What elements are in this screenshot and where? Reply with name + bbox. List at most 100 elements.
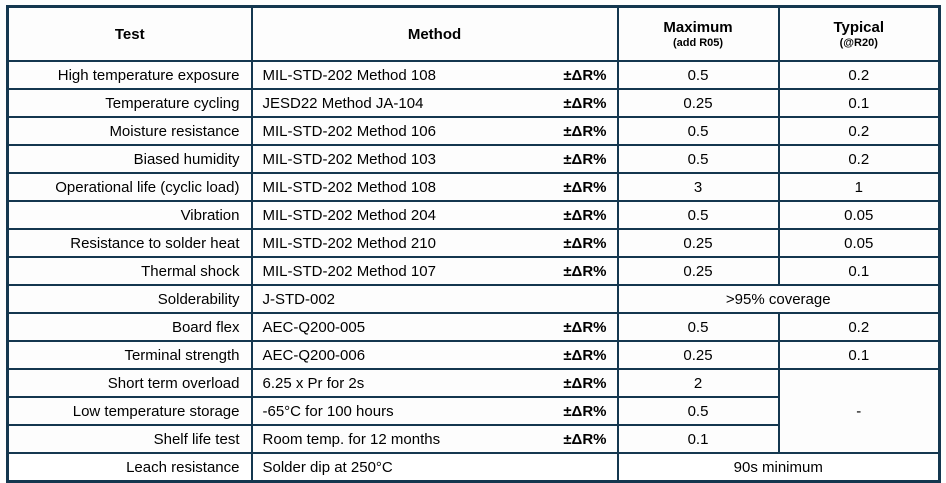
- table-row-biased-humidity: Biased humidity MIL-STD-202 Method 103 ±Δ…: [6, 144, 941, 174]
- table-row-moisture-resistance: Moisture resistance MIL-STD-202 Method 1…: [6, 116, 941, 146]
- typical-cell: 0.05: [777, 200, 941, 230]
- test-cell: Terminal strength: [6, 340, 253, 370]
- header-row: Test Method Maximum (add R05) Typical (@…: [6, 5, 941, 62]
- delta-r-label: ±ΔR%: [563, 150, 607, 168]
- table-row-solderability: Solderability J-STD-002 >95% coverage: [6, 284, 941, 314]
- table-row-resistance-to-solder-heat: Resistance to solder heat MIL-STD-202 Me…: [6, 228, 941, 258]
- delta-r-label: ±ΔR%: [563, 262, 607, 280]
- method-label: J-STD-002: [262, 290, 336, 308]
- method-label: MIL-STD-202 Method 210: [262, 234, 436, 252]
- column-header-test: Test: [6, 5, 253, 62]
- method-cell: JESD22 Method JA-104 ±ΔR%: [250, 88, 619, 118]
- test-cell: Resistance to solder heat: [6, 228, 253, 258]
- method-cell: MIL-STD-202 Method 204 ±ΔR%: [250, 200, 619, 230]
- maximum-cell: 2: [616, 368, 780, 398]
- table-row-shelf-life-test: Shelf life test Room temp. for 12 months…: [6, 424, 940, 454]
- method-label: 6.25 x Pr for 2s: [262, 374, 365, 392]
- method-label: JESD22 Method JA-104: [262, 94, 424, 112]
- typical-cell: 0.05: [777, 228, 941, 258]
- column-header-typical-title: Typical: [833, 19, 885, 36]
- maximum-cell: 0.5: [616, 200, 780, 230]
- typical-cell: 0.2: [777, 312, 941, 342]
- table-row-board-flex: Board flex AEC-Q200-005 ±ΔR% 0.5 0.2: [6, 312, 941, 342]
- method-label: MIL-STD-202 Method 108: [262, 66, 436, 84]
- test-cell: Solderability: [6, 284, 253, 314]
- table-row-thermal-shock: Thermal shock MIL-STD-202 Method 107 ±ΔR%…: [6, 256, 941, 286]
- method-label: MIL-STD-202 Method 107: [262, 262, 436, 280]
- maximum-cell: 0.25: [616, 228, 780, 258]
- column-header-typical: Typical (@R20): [777, 5, 941, 62]
- datasheet-qualification-table-page: Test Method Maximum (add R05) Typical (@…: [6, 5, 941, 483]
- table-row-high-temperature-exposure: High temperature exposure MIL-STD-202 Me…: [6, 60, 941, 90]
- test-cell: Vibration: [6, 200, 253, 230]
- test-cell: Operational life (cyclic load): [6, 172, 253, 202]
- typical-cell: 0.2: [777, 60, 941, 90]
- table-row-operational-life: Operational life (cyclic load) MIL-STD-2…: [6, 172, 941, 202]
- method-cell: MIL-STD-202 Method 103 ±ΔR%: [250, 144, 619, 174]
- method-cell: Solder dip at 250°C: [250, 452, 619, 483]
- method-label: AEC-Q200-005: [262, 318, 366, 336]
- table-row-leach-resistance: Leach resistance Solder dip at 250°C 90s…: [6, 452, 941, 483]
- maximum-cell: 0.5: [616, 396, 780, 426]
- method-cell: MIL-STD-202 Method 210 ±ΔR%: [250, 228, 619, 258]
- typical-cell: 1: [777, 172, 941, 202]
- table-row-vibration: Vibration MIL-STD-202 Method 204 ±ΔR% 0.5…: [6, 200, 941, 230]
- table-row-short-term-overload: Short term overload 6.25 x Pr for 2s ±ΔR%…: [6, 368, 941, 454]
- method-cell: MIL-STD-202 Method 106 ±ΔR%: [250, 116, 619, 146]
- maximum-cell: 3: [616, 172, 780, 202]
- method-cell: MIL-STD-202 Method 108 ±ΔR%: [250, 172, 619, 202]
- delta-r-label: ±ΔR%: [563, 346, 607, 364]
- delta-r-label: ±ΔR%: [563, 402, 607, 420]
- column-header-maximum: Maximum (add R05): [616, 5, 780, 62]
- delta-r-label: ±ΔR%: [563, 234, 607, 252]
- delta-r-label: ±ΔR%: [563, 94, 607, 112]
- delta-r-label: ±ΔR%: [563, 206, 607, 224]
- column-header-method: Method: [250, 5, 619, 62]
- method-label: Solder dip at 250°C: [262, 458, 393, 476]
- test-cell: Board flex: [6, 312, 253, 342]
- merged-result-cell: >95% coverage: [616, 284, 941, 314]
- method-label: MIL-STD-202 Method 204: [262, 206, 436, 224]
- delta-r-label: ±ΔR%: [563, 318, 607, 336]
- merged-result-cell: 90s minimum: [616, 452, 941, 483]
- maximum-cell: 0.25: [616, 256, 780, 286]
- maximum-cell: 0.5: [616, 60, 780, 90]
- test-cell: Temperature cycling: [6, 88, 253, 118]
- method-label: MIL-STD-202 Method 106: [262, 122, 436, 140]
- table-row-temperature-cycling: Temperature cycling JESD22 Method JA-104…: [6, 88, 941, 118]
- typical-cell: 0.1: [777, 88, 941, 118]
- typical-cell: 0.1: [777, 340, 941, 370]
- maximum-cell: 0.5: [616, 312, 780, 342]
- column-header-maximum-title: Maximum: [663, 19, 733, 36]
- method-label: -65°C for 100 hours: [262, 402, 394, 420]
- delta-r-label: ±ΔR%: [563, 122, 607, 140]
- column-header-typical-subtitle: (@R20): [839, 37, 878, 49]
- typical-cell: 0.2: [777, 116, 941, 146]
- maximum-cell: 0.25: [616, 340, 780, 370]
- delta-r-label: ±ΔR%: [563, 178, 607, 196]
- test-cell: Thermal shock: [6, 256, 253, 286]
- maximum-cell: 0.1: [616, 424, 780, 454]
- maximum-cell: 0.25: [616, 88, 780, 118]
- column-header-maximum-subtitle: (add R05): [672, 37, 724, 49]
- method-cell: AEC-Q200-006 ±ΔR%: [250, 340, 619, 370]
- test-cell: Moisture resistance: [6, 116, 253, 146]
- method-cell: 6.25 x Pr for 2s ±ΔR%: [250, 368, 619, 398]
- test-cell: Shelf life test: [6, 424, 253, 454]
- test-cell: Low temperature storage: [6, 396, 253, 426]
- test-cell: High temperature exposure: [6, 60, 253, 90]
- delta-r-label: ±ΔR%: [563, 430, 607, 448]
- method-cell: MIL-STD-202 Method 107 ±ΔR%: [250, 256, 619, 286]
- method-cell: J-STD-002: [250, 284, 619, 314]
- typical-cell: 0.1: [777, 256, 941, 286]
- delta-r-label: ±ΔR%: [563, 66, 607, 84]
- table-row-low-temperature-storage: Low temperature storage -65°C for 100 ho…: [6, 396, 940, 426]
- test-cell: Short term overload: [6, 368, 253, 398]
- method-cell: Room temp. for 12 months ±ΔR%: [250, 424, 619, 454]
- method-label: AEC-Q200-006: [262, 346, 366, 364]
- method-label: MIL-STD-202 Method 108: [262, 178, 436, 196]
- test-cell: Leach resistance: [6, 452, 253, 483]
- method-cell: AEC-Q200-005 ±ΔR%: [250, 312, 619, 342]
- method-cell: MIL-STD-202 Method 108 ±ΔR%: [250, 60, 619, 90]
- qualification-test-table: Test Method Maximum (add R05) Typical (@…: [6, 5, 941, 483]
